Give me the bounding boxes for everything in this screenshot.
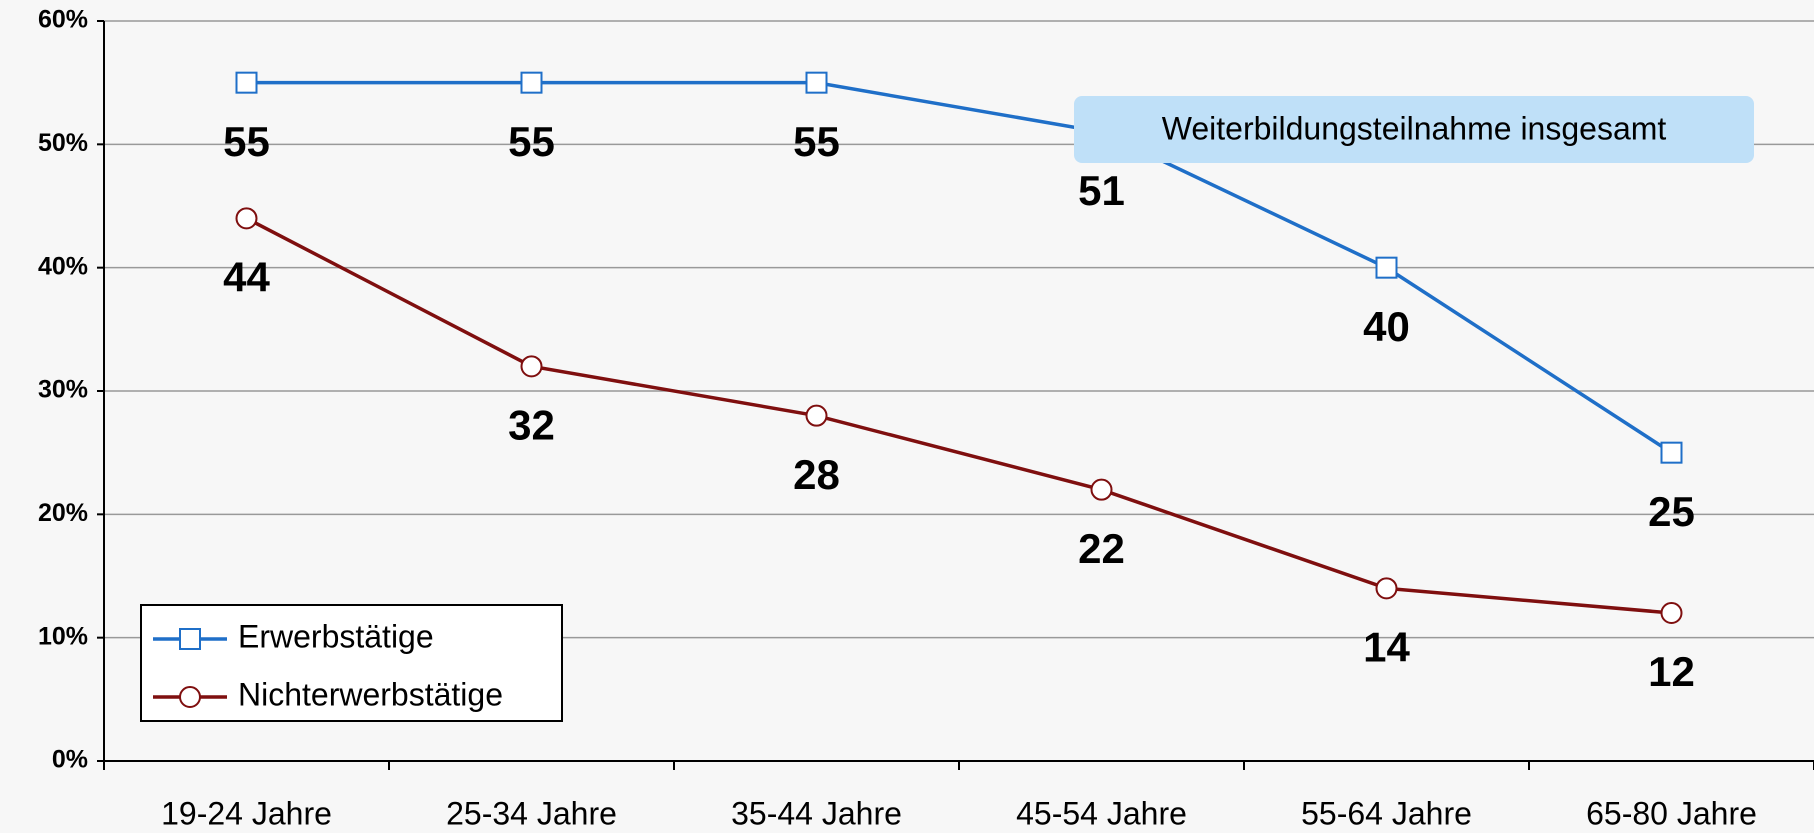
data-label: 55 (793, 118, 840, 165)
data-label: 22 (1078, 525, 1125, 572)
data-point (1660, 602, 1683, 624)
x-tick-label: 55-64 Jahre (1301, 795, 1472, 831)
x-tick-label: 35-44 Jahre (731, 795, 902, 831)
data-label: 55 (223, 118, 270, 165)
x-tick-label: 25-34 Jahre (446, 795, 617, 831)
data-label: 12 (1648, 648, 1695, 695)
legend-box (140, 604, 563, 722)
data-point (1375, 256, 1398, 279)
data-point (1090, 478, 1113, 501)
data-label: 28 (793, 451, 840, 498)
annotation: Weiterbildungsteilnahme insgesamt (1162, 110, 1667, 146)
series-line (245, 216, 1672, 615)
data-point (235, 207, 258, 230)
data-point (235, 71, 258, 94)
x-tick-label: 65-80 Jahre (1586, 795, 1757, 831)
y-tick-label: 50% (38, 129, 88, 157)
y-tick-label: 40% (38, 252, 88, 280)
data-point (520, 71, 543, 94)
y-tick-label: 30% (38, 376, 88, 404)
data-point (1660, 441, 1683, 464)
annotation-box (1074, 96, 1754, 163)
data-label: 25 (1648, 488, 1695, 535)
data-label: 44 (223, 253, 270, 300)
x-tick-label: 19-24 Jahre (161, 795, 332, 831)
data-point (805, 404, 828, 427)
data-point (1375, 577, 1398, 600)
data-point (805, 71, 828, 94)
data-point (520, 355, 543, 378)
data-label: 14 (1363, 623, 1410, 670)
y-tick-label: 60% (38, 6, 88, 34)
y-tick-label: 0% (52, 746, 88, 774)
legend-label: Nichterwerbstätige (238, 676, 503, 712)
x-tick-label: 45-54 Jahre (1016, 795, 1187, 831)
data-label: 32 (508, 401, 555, 448)
data-label: 55 (508, 118, 555, 165)
legend-marker (179, 686, 201, 708)
legend-label: Erwerbstätige (238, 618, 434, 654)
y-tick-label: 20% (38, 499, 88, 527)
legend-marker (179, 628, 201, 650)
y-tick-label: 10% (38, 622, 88, 650)
series-line (246, 80, 1673, 455)
data-label: 51 (1078, 167, 1125, 214)
data-label: 40 (1363, 303, 1410, 350)
